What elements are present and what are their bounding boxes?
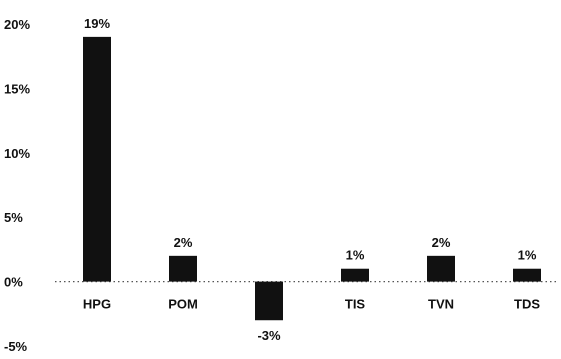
y-tick-label: 15% — [4, 81, 30, 96]
data-label: 1% — [518, 248, 537, 263]
y-tick-label: 5% — [4, 210, 23, 225]
data-label: 2% — [174, 235, 193, 250]
y-tick-label: -5% — [4, 339, 28, 354]
data-label: 1% — [346, 248, 365, 263]
category-label: HPG — [83, 297, 111, 312]
bar-tds — [513, 268, 541, 282]
bar-hpg — [83, 36, 111, 282]
data-label: 2% — [432, 235, 451, 250]
category-label: TIS — [345, 297, 366, 312]
y-tick-label: 10% — [4, 146, 30, 161]
category-label: TVN — [428, 297, 454, 312]
y-tick-label: 0% — [4, 275, 23, 290]
bar-tvn — [427, 255, 455, 282]
category-label: TDS — [514, 297, 540, 312]
data-label: -3% — [257, 328, 281, 343]
y-tick-label: 20% — [4, 17, 30, 32]
bar-pom — [169, 255, 197, 282]
category-label: POM — [168, 297, 198, 312]
bar-tis — [341, 268, 369, 282]
bar-unlabeled — [255, 281, 283, 321]
data-label: 19% — [84, 16, 110, 31]
